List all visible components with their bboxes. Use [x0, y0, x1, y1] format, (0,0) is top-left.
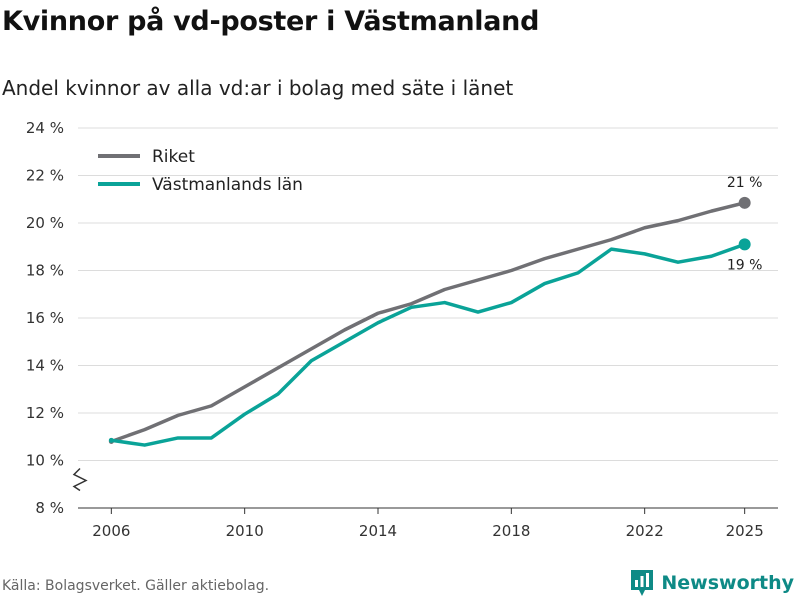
x-tick-label: 2025: [726, 522, 764, 540]
legend: Riket Västmanlands län: [98, 147, 303, 195]
x-tick-label: 2022: [626, 522, 664, 540]
y-tick-label: 20 %: [26, 214, 64, 232]
series-start-point: [108, 437, 114, 443]
series-end-point: [738, 196, 751, 209]
x-tick-label: 2014: [359, 522, 397, 540]
y-tick-label: 10 %: [26, 452, 64, 470]
source-note: Källa: Bolagsverket. Gäller aktiebolag.: [2, 578, 270, 594]
brand-name: Newsworthy: [661, 572, 794, 594]
x-tick-label: 2006: [92, 522, 130, 540]
y-tick-label: 22 %: [26, 167, 64, 185]
series-end-point: [738, 238, 751, 251]
brand-logo[interactable]: Newsworthy: [629, 568, 794, 598]
y-tick-label: 14 %: [26, 357, 64, 375]
y-tick-label: 18 %: [26, 262, 64, 280]
y-tick-label: 8 %: [35, 499, 64, 517]
x-tick-label: 2010: [226, 522, 264, 540]
data-label: 19 %: [727, 257, 763, 273]
axes: 8 % 10 % 12 % 14 % 16 % 18 % 20 % 22 % 24 % 2006 2…: [26, 119, 778, 540]
data-label: 21 %: [727, 175, 763, 191]
x-tick-label: 2018: [492, 522, 530, 540]
bar-chart-logo-icon: [631, 570, 654, 596]
series-line-1: [109, 242, 747, 447]
chart-title: Kvinnor på vd-poster i Västmanland: [2, 6, 540, 37]
axis-break-mark: [72, 467, 88, 492]
series-lines: [108, 196, 751, 447]
y-tick-label: 16 %: [26, 309, 64, 327]
legend-label: Västmanlands län: [152, 175, 303, 195]
end-labels: 21 % 19 %: [727, 175, 763, 274]
y-tick-label: 24 %: [26, 119, 64, 137]
grid-lines: [78, 127, 778, 461]
y-tick-label: 12 %: [26, 404, 64, 422]
series-line-0: [109, 201, 747, 444]
legend-label: Riket: [152, 147, 195, 167]
chart-subtitle: Andel kvinnor av alla vd:ar i bolag med …: [2, 76, 514, 100]
